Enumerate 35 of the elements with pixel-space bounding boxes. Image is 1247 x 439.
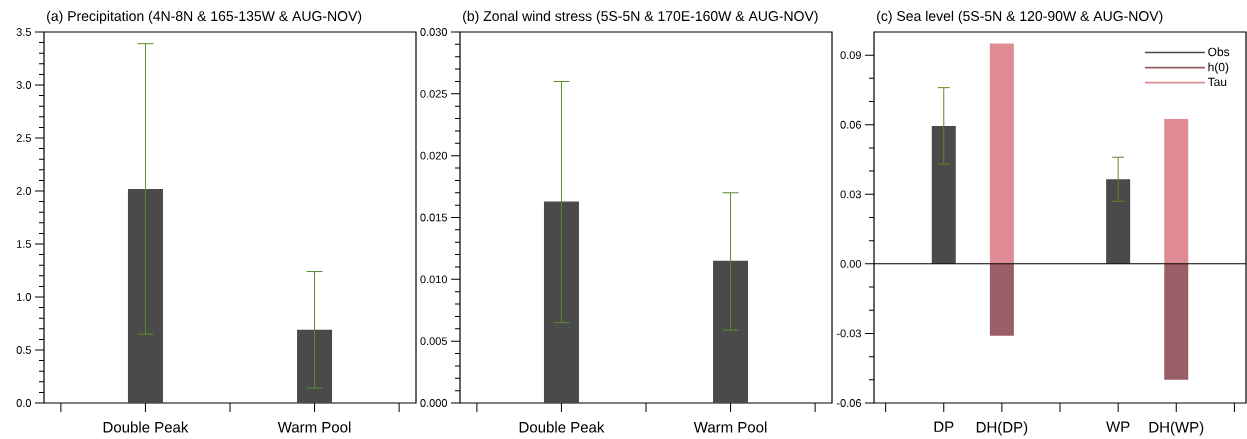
- x-tick-label: Double Peak: [103, 421, 189, 433]
- y-tick-label: 2.0: [16, 187, 32, 195]
- y-tick-label: 0.5: [16, 346, 31, 354]
- chart-title: (b) Zonal wind stress (5S-5N & 170E-160W & AUG-NOV): [463, 10, 818, 24]
- y-tick-label: 0.030: [420, 28, 448, 36]
- y-tick-label: 0.025: [420, 89, 447, 98]
- chart-title: (a) Precipitation (4N-8N & 165-135W & AUG-NOV): [47, 10, 362, 24]
- y-tick-label: 0.0: [16, 399, 32, 407]
- y-tick-label: -0.03: [836, 329, 861, 338]
- x-tick-label: DH(DP): [976, 421, 1028, 436]
- y-tick-label: 1.0: [17, 293, 32, 301]
- y-tick-label: 0.06: [840, 120, 861, 129]
- y-tick-label: -0.06: [836, 399, 861, 407]
- legend-label: Obs: [1208, 47, 1230, 57]
- x-tick-label: WP: [1106, 421, 1130, 432]
- y-tick-label: 3.5: [16, 28, 31, 36]
- y-tick-label: 0.020: [420, 151, 448, 160]
- x-tick-label: DH(WP): [1149, 421, 1204, 436]
- y-tick-label: 3.0: [16, 81, 32, 89]
- chart-title: (c) Sea level (5S-5N & 120-90W & AUG-NOV): [877, 10, 1163, 24]
- y-tick-label: 0.03: [840, 190, 861, 199]
- y-tick-label: 0.000: [420, 399, 448, 407]
- y-tick-label: 0.015: [420, 213, 447, 222]
- y-tick-label: 0.010: [420, 275, 448, 284]
- x-tick-label: Warm Pool: [277, 421, 351, 433]
- y-tick-label: 1.5: [17, 240, 31, 248]
- x-tick-label: Warm Pool: [693, 421, 767, 433]
- y-tick-label: 0.005: [420, 337, 447, 346]
- legend-label: Tau: [1207, 77, 1227, 87]
- x-tick-label: Double Peak: [519, 421, 605, 433]
- x-tick-label: DP: [934, 421, 954, 432]
- y-tick-label: 0.00: [840, 259, 862, 268]
- y-tick-label: 2.5: [16, 134, 31, 142]
- legend-label: h(0): [1208, 62, 1229, 74]
- y-tick-label: 0.09: [840, 51, 861, 60]
